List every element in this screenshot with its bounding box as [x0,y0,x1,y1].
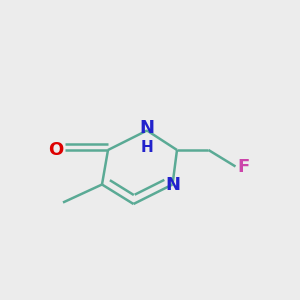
Text: F: F [237,158,249,175]
Text: H: H [141,140,153,155]
Text: O: O [49,141,64,159]
Text: N: N [165,176,180,194]
Text: N: N [140,119,154,137]
